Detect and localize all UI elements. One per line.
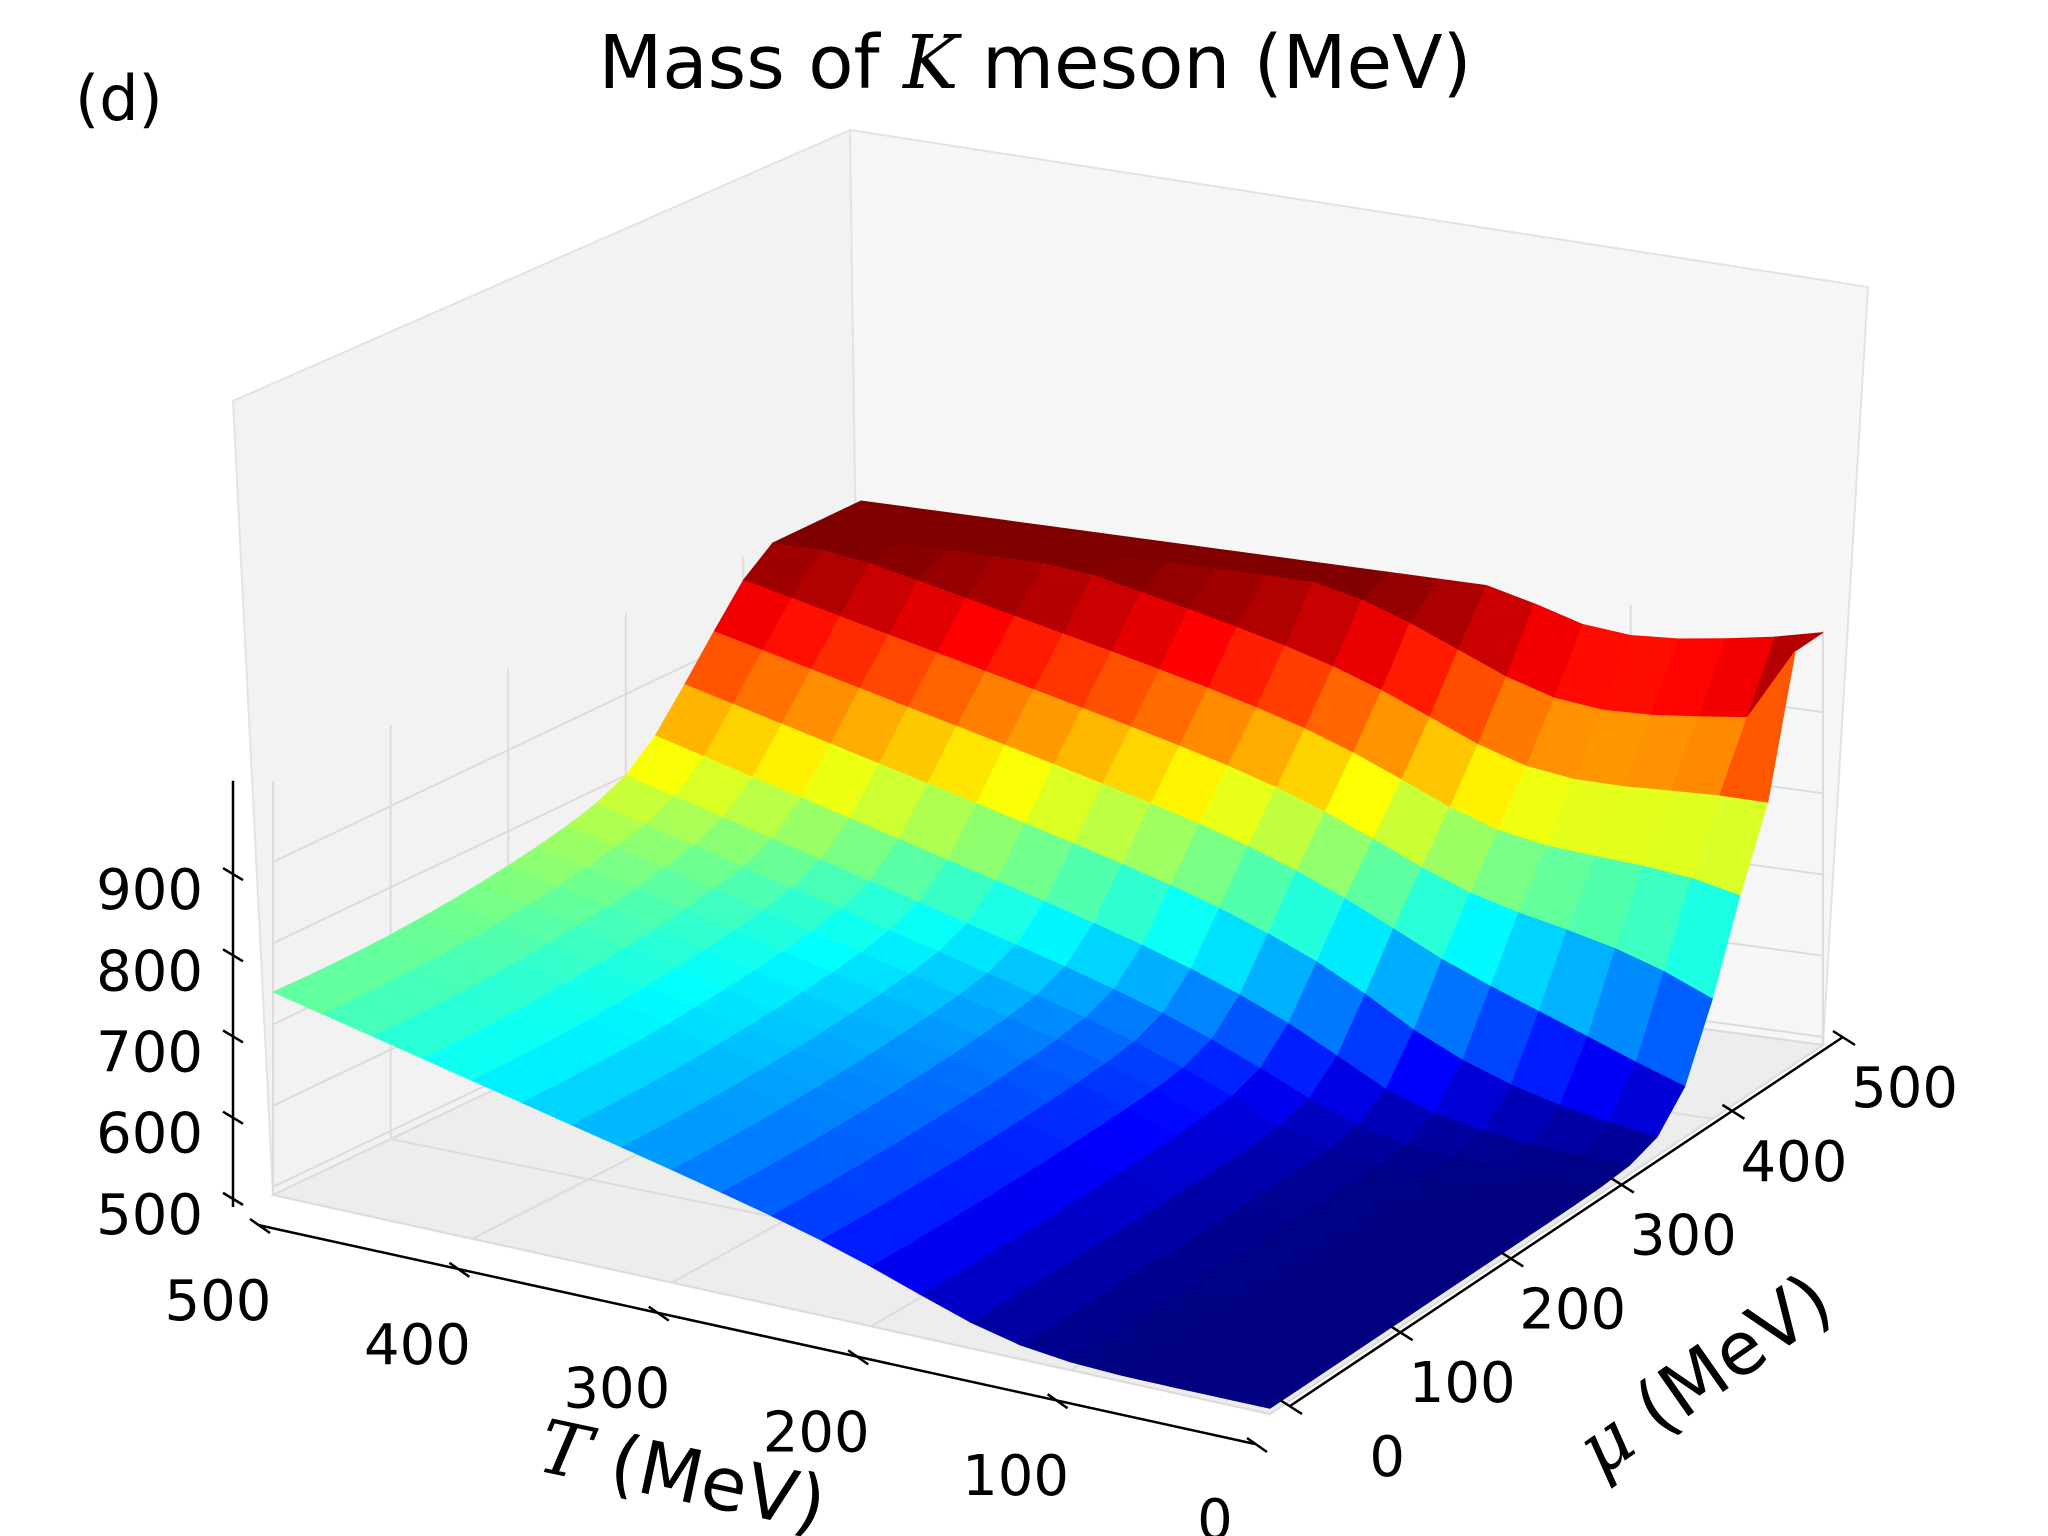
x-tick <box>249 1217 271 1235</box>
grid-line <box>1269 1044 1824 1415</box>
x-axis-line <box>257 1223 1256 1446</box>
y-tick-label: 400 <box>1741 1130 1848 1195</box>
y-tick <box>1389 1325 1414 1342</box>
x-tick <box>1046 1393 1069 1410</box>
surface-patch <box>1219 1378 1299 1409</box>
surface-mesh <box>272 500 1824 1409</box>
x-tick-label: 300 <box>563 1357 670 1422</box>
title-suffix: meson (MeV) <box>958 20 1471 106</box>
z-tick-label: 700 <box>96 1020 203 1085</box>
z-tick-label: 800 <box>96 939 203 1004</box>
x-tick-label: 500 <box>165 1269 272 1334</box>
z-tick-label: 600 <box>96 1102 203 1167</box>
title-symbol: K <box>901 20 962 106</box>
x-tick <box>648 1305 670 1322</box>
z-tick-label: 900 <box>96 858 203 923</box>
y-tick-label: 100 <box>1409 1351 1516 1416</box>
tick-labels: 0100200300400500010020030040050050060070… <box>96 858 1958 1536</box>
title-prefix: Mass of <box>598 20 903 106</box>
z-tick <box>222 1110 244 1125</box>
axes <box>231 780 1844 1446</box>
y-tick-label: 300 <box>1630 1204 1737 1269</box>
z-tick <box>222 1029 244 1044</box>
y-tick-label: 0 <box>1369 1425 1405 1490</box>
x-tick-label: 100 <box>962 1444 1069 1509</box>
x-tick <box>1246 1436 1268 1454</box>
z-tick <box>222 948 244 963</box>
y-tick <box>1832 1029 1856 1047</box>
x-tick <box>847 1349 869 1366</box>
grid-line <box>272 1194 1271 1415</box>
z-tick-label: 500 <box>96 1183 203 1248</box>
x-tick-label: 0 <box>1197 1488 1233 1536</box>
x-tick-label: 400 <box>364 1313 471 1378</box>
y-tick <box>1611 1177 1635 1194</box>
z-tick <box>222 867 244 882</box>
x-tick-label: 200 <box>763 1400 870 1465</box>
y-tick-label: 500 <box>1851 1056 1958 1121</box>
y-tick-label: 200 <box>1519 1277 1626 1342</box>
panel-label: (d) <box>75 62 163 135</box>
y-axis-line <box>1289 1035 1844 1408</box>
x-tick <box>448 1261 471 1278</box>
y-tick <box>1279 1398 1303 1416</box>
chart-title: Mass of K meson (MeV) <box>598 20 1471 106</box>
y-axis-unit: (MeV) <box>1600 1256 1847 1465</box>
y-tick <box>1721 1103 1746 1120</box>
z-tick <box>222 1191 244 1206</box>
y-tick <box>1500 1251 1524 1268</box>
